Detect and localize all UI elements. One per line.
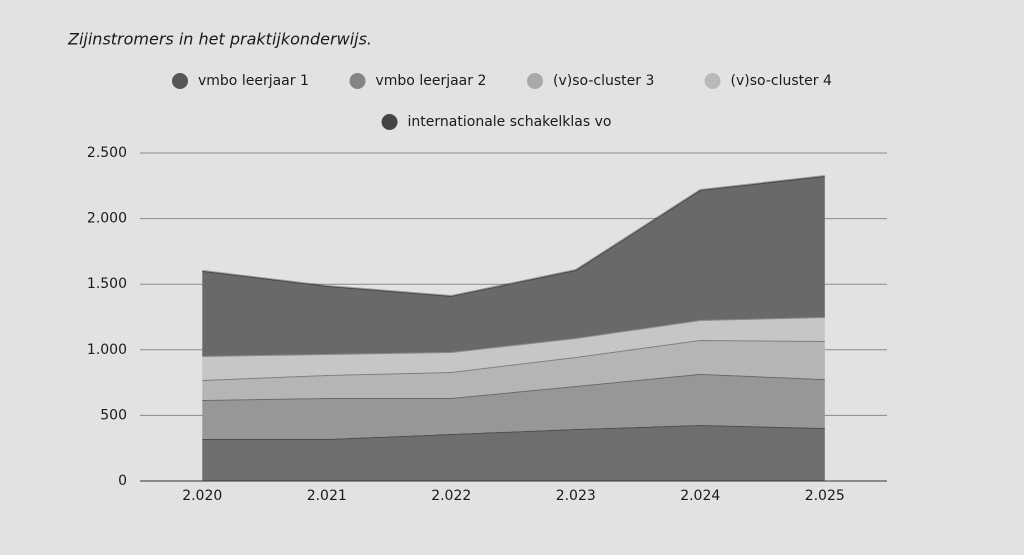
legend-label: internationale schakelklas vo [408,114,612,130]
area [202,176,825,356]
legend-swatch [349,73,366,89]
x-tick-label: 2.021 [307,488,347,504]
chart-title: Zijinstromers in het praktijkonderwijs. [67,30,372,49]
y-tick-label: 2.500 [87,145,127,161]
legend-label: vmbo leerjaar 1 [198,73,309,89]
legend-swatch [704,73,721,89]
x-tick-label: 2.025 [805,488,845,504]
legend-swatch [172,73,188,89]
plot [202,175,825,481]
y-tick-label: 500 [100,407,127,423]
y-tick-label: 2.000 [87,211,127,227]
x-tick-label: 2.024 [680,488,720,504]
legend-label: (v)so-cluster 3 [553,73,654,89]
area [202,317,825,380]
y-tick-label: 1.000 [87,342,127,358]
x-tick-label: 2.022 [431,488,471,504]
legend-swatch [527,73,543,89]
y-tick-label: 0 [118,473,127,489]
legend-swatch [381,114,398,130]
legend-label: vmbo leerjaar 2 [376,73,487,89]
area [202,425,825,481]
x-tick-label: 2.020 [182,488,222,504]
y-tick-label: 1.500 [87,276,127,292]
area [202,340,825,400]
x-tick-label: 2.023 [556,488,596,504]
area-edge [202,175,825,298]
area [202,373,825,439]
legend-label: (v)so-cluster 4 [731,73,832,89]
